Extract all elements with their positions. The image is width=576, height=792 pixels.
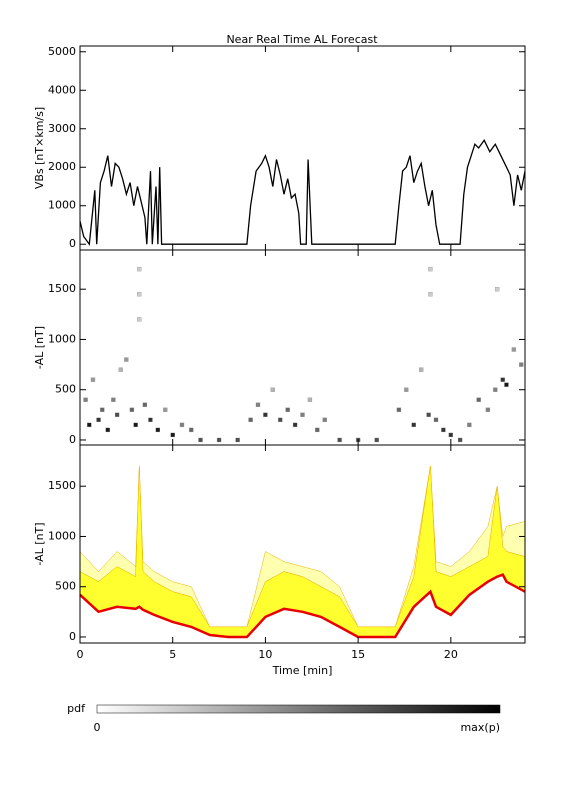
pdf-cell [216,437,222,443]
y-tick-label: 0 [69,433,76,446]
pdf-cell [433,417,439,423]
data-line [79,139,526,246]
pdf-cell [448,432,453,438]
pdf-cell [87,422,92,428]
pdf-cell [114,412,120,417]
pdf-cell [133,422,138,428]
pdf-cell [511,347,517,352]
colorbar-label: pdf [67,702,86,715]
x-tick-label: 0 [77,648,84,661]
pdf-cell [163,407,168,412]
pdf-cell [90,377,96,382]
pdf-cell [263,412,268,417]
y-tick-label: 0 [69,630,76,643]
y-tick-label: 1500 [48,479,76,492]
pdf-cell [519,362,524,367]
y-tick-label: 1500 [48,282,76,295]
pdf-cell [255,402,261,407]
x-tick-label: 5 [169,648,176,661]
pdf-cell [300,412,305,417]
y-tick-label: 4000 [48,83,76,96]
pdf-cell [137,266,142,272]
pdf-cell [315,427,320,433]
pdf-cell [426,412,431,417]
pdf-cell [198,437,203,443]
pdf-cell [322,417,327,423]
colorbar-min: 0 [94,721,101,734]
pdf-cell [124,357,129,362]
chart-title: Near Real Time AL Forecast [226,33,378,46]
y-tick-label: 500 [55,383,76,396]
pdf-cell [404,387,409,392]
pdf-cell [419,367,424,372]
pdf-cell [428,266,433,272]
pdf-cell [179,422,185,428]
x-tick-label: 10 [258,648,272,661]
pdf-cell [170,432,175,438]
x-tick-label: 20 [444,648,458,661]
pdf-cell [396,407,402,412]
y-tick-label: 1000 [48,332,76,345]
pdf-cell [495,287,500,292]
pdf-cell [270,387,275,392]
pdf-cell [118,367,123,372]
pdf-cell [504,382,509,387]
colorbar-max: max(p) [460,721,500,734]
pdf-cell [235,437,240,443]
pdf-cell [500,377,505,382]
plot-frame [79,45,526,251]
y-tick-label: 1000 [48,199,76,212]
pdf-cell [307,397,313,402]
pdf-cell [337,437,342,443]
pdf-cell [155,427,161,433]
x-tick-label: 15 [351,648,365,661]
y-axis-label: VBs [nT×km/s] [33,107,46,189]
pdf-cell [129,407,135,412]
y-tick-label: 2000 [48,160,76,173]
y-tick-label: 3000 [48,122,76,135]
pdf-cell [189,427,194,433]
y-tick-label: 0 [69,237,76,250]
x-axis-label: Time [min] [272,664,333,677]
y-axis-label: -AL [nT] [33,326,46,369]
y-tick-label: 5000 [48,45,76,58]
pdf-cell [485,407,491,412]
pdf-cell [137,317,142,322]
pdf-cell [428,292,433,297]
pdf-cell [96,417,101,423]
pdf-cell [100,407,105,412]
pdf-cell [105,427,110,433]
plot-frame [79,444,526,644]
pdf-cell [374,437,379,443]
pdf-cell [111,397,116,402]
pdf-cell [83,397,88,402]
pdf-cell [292,422,298,428]
pdf-cell [137,292,142,297]
colorbar [96,704,501,714]
pdf-cell [476,397,481,402]
y-axis-label: -AL [nT] [33,522,46,565]
pdf-cell [457,437,463,443]
pdf-cell [411,422,416,428]
pdf-cell [278,417,283,423]
pdf-cell [148,417,153,423]
pdf-cell [467,422,472,428]
pdf-cell [248,417,253,423]
pdf-cell [493,387,498,392]
pdf-cell [142,402,148,407]
pdf-cell [441,427,446,433]
median-line [79,573,526,639]
y-tick-label: 1000 [48,529,76,542]
y-tick-label: 500 [55,580,76,593]
pdf-cell [285,407,290,412]
